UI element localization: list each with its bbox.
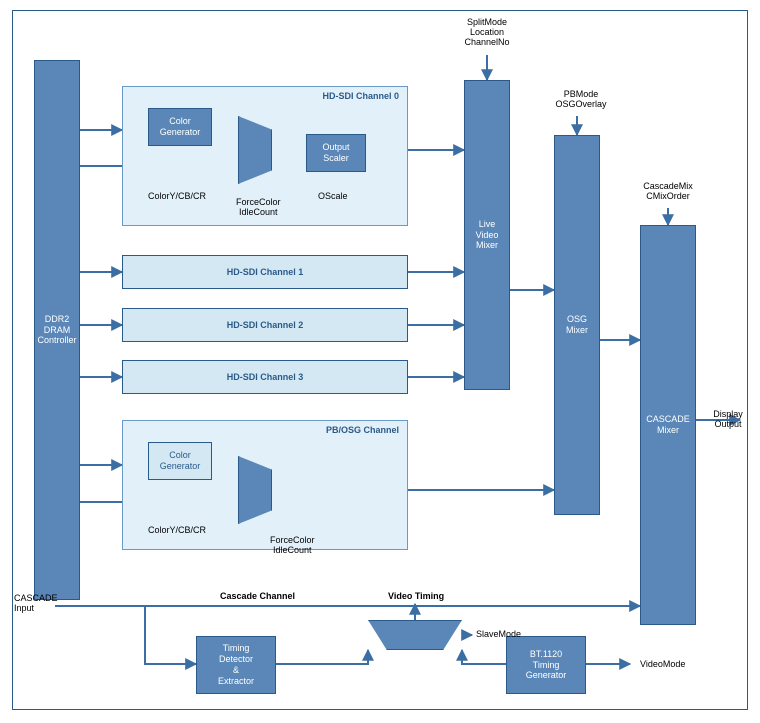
ddr2-dram-controller: DDR2DRAMController xyxy=(34,60,80,600)
ch0-title: HD-SDI Channel 0 xyxy=(322,91,399,102)
hd-sdi-channel-1: HD-SDI Channel 1 xyxy=(122,255,408,289)
oscale-label: OScale xyxy=(318,192,348,202)
out-scaler-label: OutputScaler xyxy=(322,142,349,164)
bt1120-label: BT.1120TimingGenerator xyxy=(526,649,567,681)
cascade-input-label: CASCADEInput xyxy=(14,594,64,614)
splitmode-label: SplitModeLocationChannelNo xyxy=(452,18,522,48)
color-generator-0: ColorGenerator xyxy=(148,108,212,146)
forcecolor1-label: ForceColorIdleCount xyxy=(270,536,315,556)
cascade-mixer: CASCADEMixer xyxy=(640,225,696,625)
color-generator-1: ColorGenerator xyxy=(148,442,212,480)
cascade-channel-label: Cascade Channel xyxy=(220,592,295,602)
forcecolor0-label: ForceColorIdleCount xyxy=(236,198,281,218)
slavemode-label: SlaveMode xyxy=(476,630,521,640)
osg-mixer: OSGMixer xyxy=(554,135,600,515)
timing-detector-extractor: TimingDetector&Extractor xyxy=(196,636,276,694)
output-scaler: OutputScaler xyxy=(306,134,366,172)
live-mixer-label: LiveVideoMixer xyxy=(476,219,499,251)
cascademix-label: CascadeMixCMixOrder xyxy=(628,182,708,202)
color-gen1-label: ColorGenerator xyxy=(160,450,201,472)
color1-label: ColorY/CB/CR xyxy=(148,526,206,536)
ddr2-label: DDR2DRAMController xyxy=(37,314,76,346)
hd-sdi-channel-3: HD-SDI Channel 3 xyxy=(122,360,408,394)
live-video-mixer: LiveVideoMixer xyxy=(464,80,510,390)
hd-sdi-channel-2: HD-SDI Channel 2 xyxy=(122,308,408,342)
osg-mixer-label: OSGMixer xyxy=(566,314,588,336)
cascade-mixer-label: CASCADEMixer xyxy=(646,414,690,436)
bt1120-timing-generator: BT.1120TimingGenerator xyxy=(506,636,586,694)
pbosg-title: PB/OSG Channel xyxy=(326,425,399,436)
ch2-label: HD-SDI Channel 2 xyxy=(227,320,304,331)
timing-det-label: TimingDetector&Extractor xyxy=(218,643,254,686)
video-timing-label: Video Timing xyxy=(388,592,444,602)
pbmode-label: PBModeOSGOverlay xyxy=(546,90,616,110)
color0-label: ColorY/CB/CR xyxy=(148,192,206,202)
ch3-label: HD-SDI Channel 3 xyxy=(227,372,304,383)
ch1-label: HD-SDI Channel 1 xyxy=(227,267,304,278)
videomode-label: VideoMode xyxy=(640,660,685,670)
color-gen0-label: ColorGenerator xyxy=(160,116,201,138)
display-output-label: DisplayOutput xyxy=(706,410,750,430)
